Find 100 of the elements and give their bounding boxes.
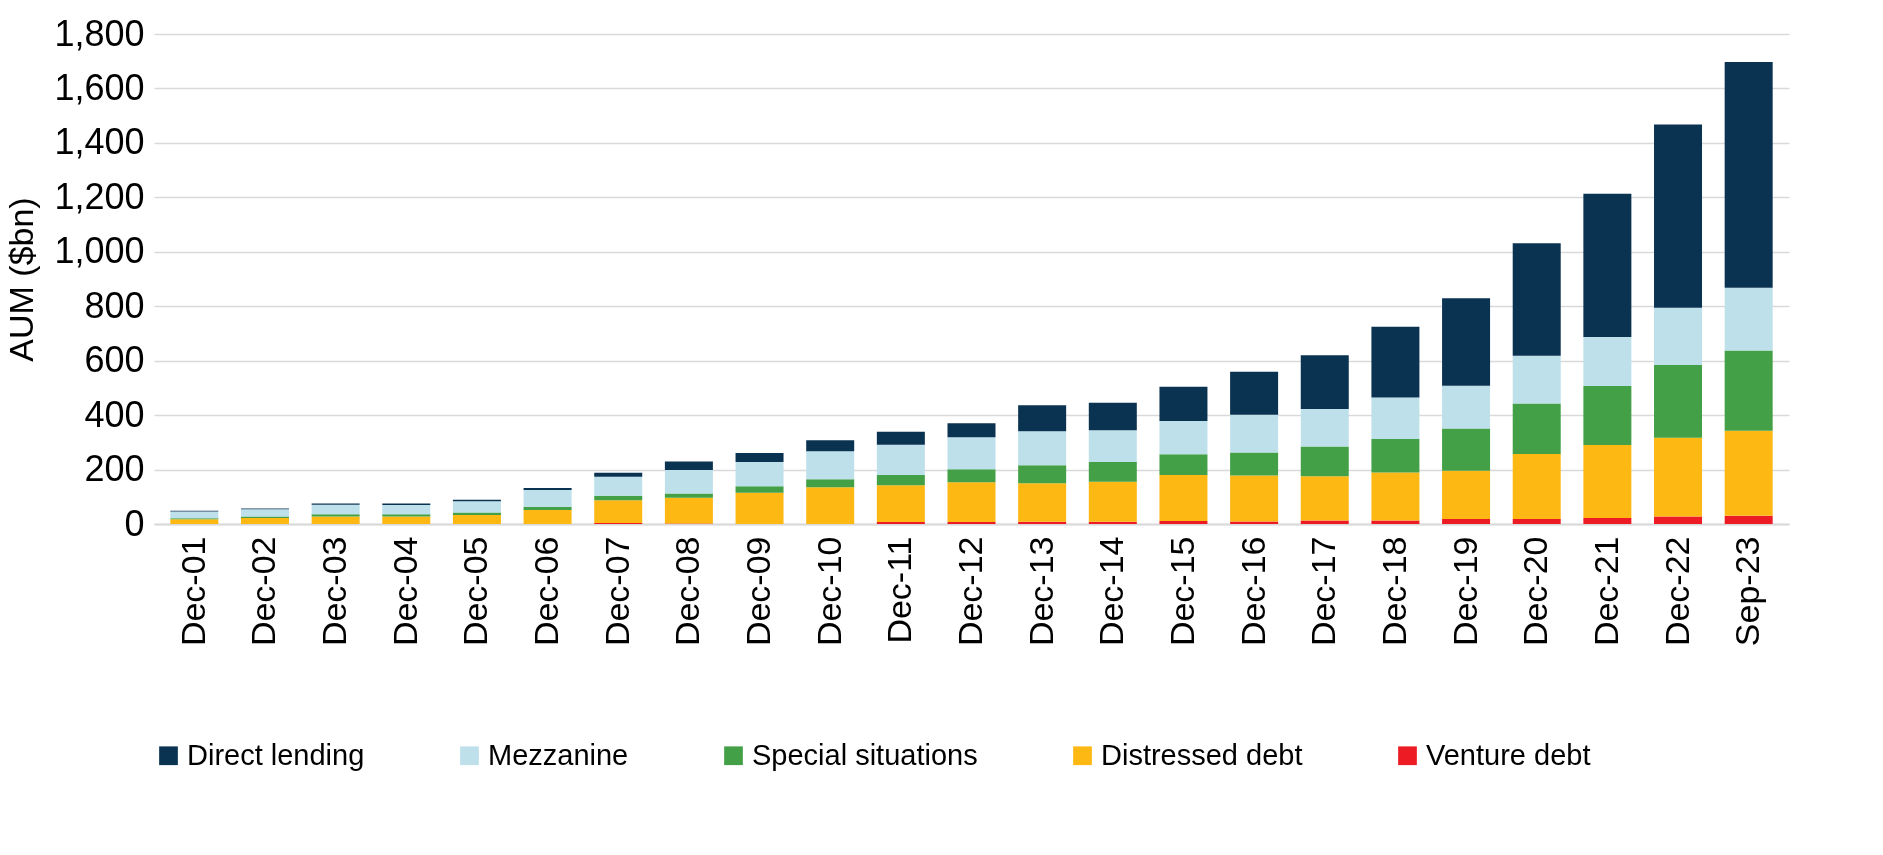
legend-label: Distressed debt (1101, 738, 1303, 771)
bar (1442, 470, 1491, 520)
bar (452, 515, 501, 524)
y-tick-label: 1,000 (54, 230, 145, 272)
bar (1724, 430, 1773, 516)
bar (664, 493, 713, 498)
bar (1442, 385, 1491, 429)
bar (382, 514, 431, 517)
bar (1583, 445, 1632, 519)
bar (1724, 350, 1773, 431)
bar (1018, 431, 1067, 466)
bar (1159, 386, 1208, 422)
legend-label: Direct lending (187, 738, 365, 771)
bar (594, 476, 643, 496)
bar (170, 511, 219, 519)
bar (876, 485, 925, 523)
bar (1159, 475, 1208, 522)
bar (240, 509, 289, 517)
bar (664, 461, 713, 471)
bar (1300, 520, 1349, 524)
bar (1583, 336, 1632, 386)
x-tick-label: Dec-19 (1445, 536, 1484, 647)
x-tick-label: Dec-07 (597, 536, 636, 647)
x-tick-label: Dec-17 (1304, 536, 1343, 647)
bar (594, 500, 643, 523)
x-tick-label: Dec-22 (1657, 536, 1696, 647)
bar (1371, 472, 1420, 521)
bar (947, 423, 996, 438)
bar (1300, 355, 1349, 410)
x-tick-label: Dec-03 (315, 536, 354, 647)
y-tick-label: 1,200 (54, 175, 145, 217)
y-tick-label: 400 (84, 393, 145, 435)
bar (1512, 454, 1561, 520)
x-tick-label: Dec-20 (1516, 536, 1555, 647)
bar (1583, 385, 1632, 446)
bar (1442, 298, 1491, 386)
bar (1654, 437, 1703, 517)
x-tick-label: Dec-04 (385, 536, 424, 647)
bar (1654, 516, 1703, 524)
bar (240, 518, 289, 524)
bar (1230, 452, 1279, 476)
x-tick-label: Dec-05 (456, 536, 495, 647)
bar (1512, 243, 1561, 356)
y-tick-label: 200 (84, 448, 145, 490)
bar (1018, 521, 1067, 524)
bar (1159, 421, 1208, 455)
bar (1300, 476, 1349, 521)
bar (1018, 405, 1067, 432)
bar (382, 516, 431, 524)
bar (1159, 454, 1208, 475)
bar (735, 452, 784, 462)
bar (1230, 475, 1279, 522)
bar (1442, 519, 1491, 524)
bar (806, 487, 855, 524)
y-tick-label: 0 (124, 502, 145, 544)
x-tick-label: Dec-12 (951, 536, 989, 647)
y-axis-title: AUM ($bn) (2, 197, 41, 362)
bar (1654, 124, 1703, 308)
y-tick-label: 600 (84, 339, 145, 381)
bar (1088, 461, 1137, 482)
bar (1018, 483, 1067, 522)
bar (1088, 481, 1137, 522)
bar (382, 504, 431, 515)
x-tick-label: Dec-18 (1374, 536, 1413, 647)
bar (311, 516, 360, 524)
bar (1583, 193, 1632, 337)
x-tick-label: Dec-14 (1092, 536, 1131, 647)
x-tick-label: Dec-11 (880, 536, 919, 644)
bar (806, 451, 855, 480)
bar (876, 475, 925, 486)
bar (523, 506, 572, 511)
bar (1159, 521, 1208, 524)
legend-label: Venture debt (1426, 738, 1591, 771)
bar (594, 472, 643, 477)
bar (735, 461, 784, 487)
bar (1654, 365, 1703, 438)
bar (1230, 371, 1279, 415)
bar (452, 501, 501, 513)
bar (1512, 519, 1561, 524)
bar (1088, 521, 1137, 524)
x-tick-label: Dec-08 (668, 536, 707, 647)
bar (311, 504, 360, 515)
bar (170, 519, 219, 524)
x-tick-label: Sep-23 (1728, 536, 1767, 647)
bar (664, 470, 713, 494)
bar (1230, 414, 1279, 453)
y-tick-label: 800 (84, 284, 145, 326)
bar (1724, 62, 1773, 288)
bar (1442, 428, 1491, 471)
bar (806, 440, 855, 452)
x-tick-label: Dec-13 (1021, 536, 1060, 647)
bar (1088, 430, 1137, 462)
x-tick-label: Dec-02 (244, 536, 283, 647)
bar (1512, 355, 1561, 404)
bar (876, 444, 925, 475)
bar (735, 492, 784, 524)
bar (1371, 326, 1420, 398)
bar (947, 469, 996, 483)
y-tick-label: 1,800 (54, 12, 145, 54)
y-tick-label: 1,400 (54, 121, 145, 163)
